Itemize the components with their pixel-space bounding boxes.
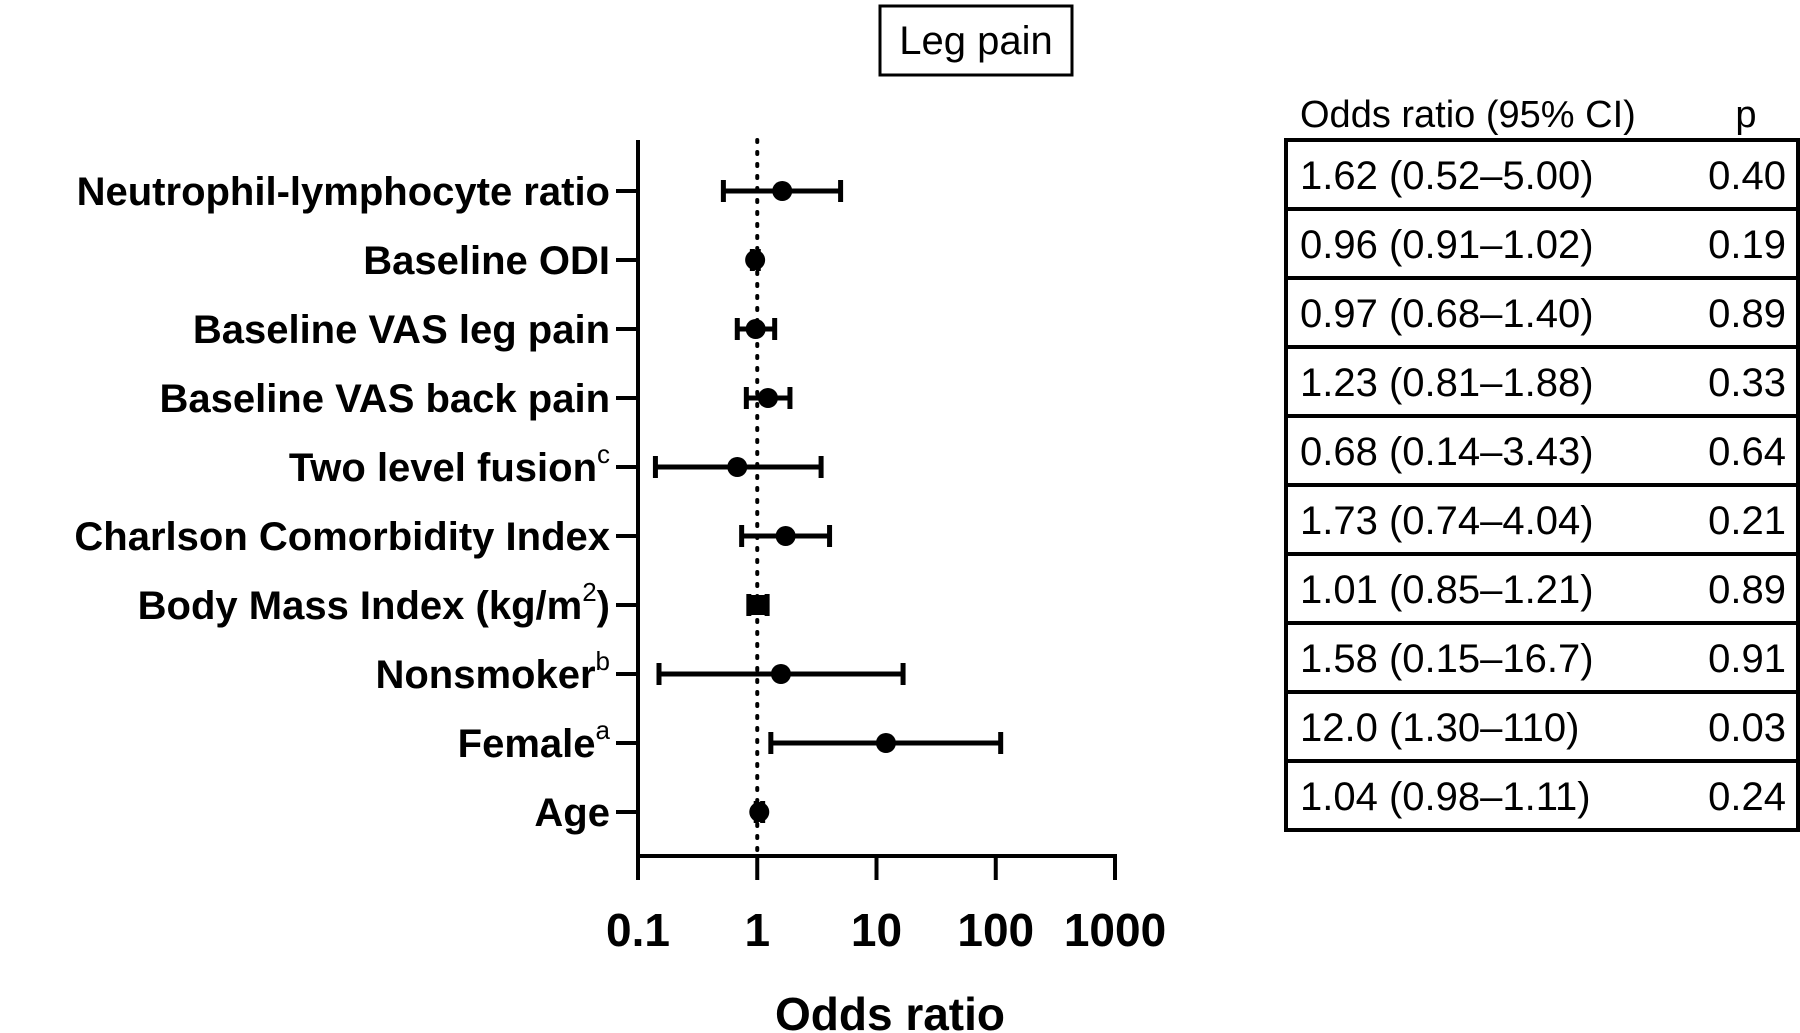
row-label: Body Mass Index (kg/m2) <box>138 577 610 628</box>
point-marker <box>747 595 768 615</box>
forest-row: Charlson Comorbidity Index <box>74 515 833 559</box>
table-header-p: p <box>1735 94 1756 136</box>
row-label: Age <box>534 791 610 835</box>
row-label: Nonsmokerb <box>375 646 610 697</box>
axes: 0.1 1 10 100 1000 <box>606 140 1166 956</box>
row-label: Two level fusionc <box>289 439 610 490</box>
point-marker <box>772 181 793 201</box>
row-label: Baseline ODI <box>363 239 610 283</box>
table-or-ci: 1.01 (0.85–1.21) <box>1300 568 1594 612</box>
point-marker <box>757 388 778 408</box>
table-row: 1.04 (0.98–1.11) 0.24 <box>1284 759 1800 832</box>
table-row: 0.97 (0.68–1.40) 0.89 <box>1284 276 1800 349</box>
point-marker <box>727 457 748 477</box>
row-label: Femalea <box>458 715 611 766</box>
table-p-value: 0.91 <box>1708 637 1786 681</box>
table-or-ci: 1.73 (0.74–4.04) <box>1300 499 1594 543</box>
forest-row: Baseline ODI <box>363 239 766 283</box>
forest-row: Baseline VAS back pain <box>159 377 793 421</box>
forest-row: Neutrophil-lymphocyte ratio <box>77 170 844 214</box>
point-marker <box>745 319 766 339</box>
table-or-ci: 1.23 (0.81–1.88) <box>1300 361 1594 405</box>
point-marker <box>749 802 770 822</box>
results-table: 1.62 (0.52–5.00) 0.40 0.96 (0.91–1.02) 0.19… <box>1284 138 1800 832</box>
x-tick-label: 0.1 <box>606 904 670 956</box>
table-row: 1.62 (0.52–5.00) 0.40 <box>1284 138 1800 211</box>
rows: Neutrophil-lymphocyte ratio Baseline ODI B… <box>74 170 1004 835</box>
forest-row: Baseline VAS leg pain <box>193 308 778 352</box>
chart-title-box: Leg pain <box>878 4 1074 77</box>
table-p-value: 0.89 <box>1708 568 1786 612</box>
forest-row: Femalea <box>458 715 1004 766</box>
table-or-ci: 0.97 (0.68–1.40) <box>1300 292 1594 336</box>
table-p-value: 0.03 <box>1708 706 1786 750</box>
table-p-value: 0.33 <box>1708 361 1786 405</box>
forest-row: Age <box>534 791 770 835</box>
table-cell-border <box>1284 759 1800 832</box>
point-marker <box>770 664 791 684</box>
row-label: Baseline VAS back pain <box>159 377 610 421</box>
x-tick-label: 10 <box>851 904 902 956</box>
table-or-ci: 1.04 (0.98–1.11) <box>1300 775 1591 819</box>
table-row: 0.68 (0.14–3.43) 0.64 <box>1284 414 1800 487</box>
row-label: Baseline VAS leg pain <box>193 308 610 352</box>
table-row: 1.01 (0.85–1.21) 0.89 <box>1284 552 1800 625</box>
table-or-ci: 1.62 (0.52–5.00) <box>1300 154 1594 198</box>
table-p-value: 0.89 <box>1708 292 1786 336</box>
point-marker <box>745 250 766 270</box>
point-marker <box>775 526 796 546</box>
x-tick-label: 1000 <box>1064 904 1166 956</box>
table-header-or-ci: Odds ratio (95% CI) <box>1300 94 1636 136</box>
table-row: 0.96 (0.91–1.02) 0.19 <box>1284 207 1800 280</box>
row-label: Charlson Comorbidity Index <box>74 515 610 559</box>
table-p-value: 0.40 <box>1708 154 1786 198</box>
row-label: Neutrophil-lymphocyte ratio <box>77 170 610 214</box>
table-p-value: 0.19 <box>1708 223 1786 267</box>
table-or-ci: 0.68 (0.14–3.43) <box>1300 430 1594 474</box>
table-or-ci: 0.96 (0.91–1.02) <box>1300 223 1594 267</box>
table-row: 12.0 (1.30–110) 0.03 <box>1284 690 1800 763</box>
chart-title: Leg pain <box>899 19 1052 63</box>
forest-row: Two level fusionc <box>289 439 824 490</box>
table-or-ci: 1.58 (0.15–16.7) <box>1300 637 1594 681</box>
title-border <box>878 4 1074 77</box>
forest-row: Body Mass Index (kg/m2) <box>138 577 770 628</box>
forest-row: Nonsmokerb <box>375 646 906 697</box>
table-p-value: 0.24 <box>1708 775 1786 819</box>
x-tick-label: 100 <box>957 904 1034 956</box>
table-row: 1.58 (0.15–16.7) 0.91 <box>1284 621 1800 694</box>
point-marker <box>875 733 896 753</box>
table-p-value: 0.21 <box>1708 499 1786 543</box>
x-tick-label: 1 <box>744 904 770 956</box>
x-axis-title: Odds ratio <box>775 988 1005 1033</box>
table-row: 1.73 (0.74–4.04) 0.21 <box>1284 483 1800 556</box>
table-p-value: 0.64 <box>1708 430 1786 474</box>
table-row: 1.23 (0.81–1.88) 0.33 <box>1284 345 1800 418</box>
table-or-ci: 12.0 (1.30–110) <box>1300 706 1579 750</box>
